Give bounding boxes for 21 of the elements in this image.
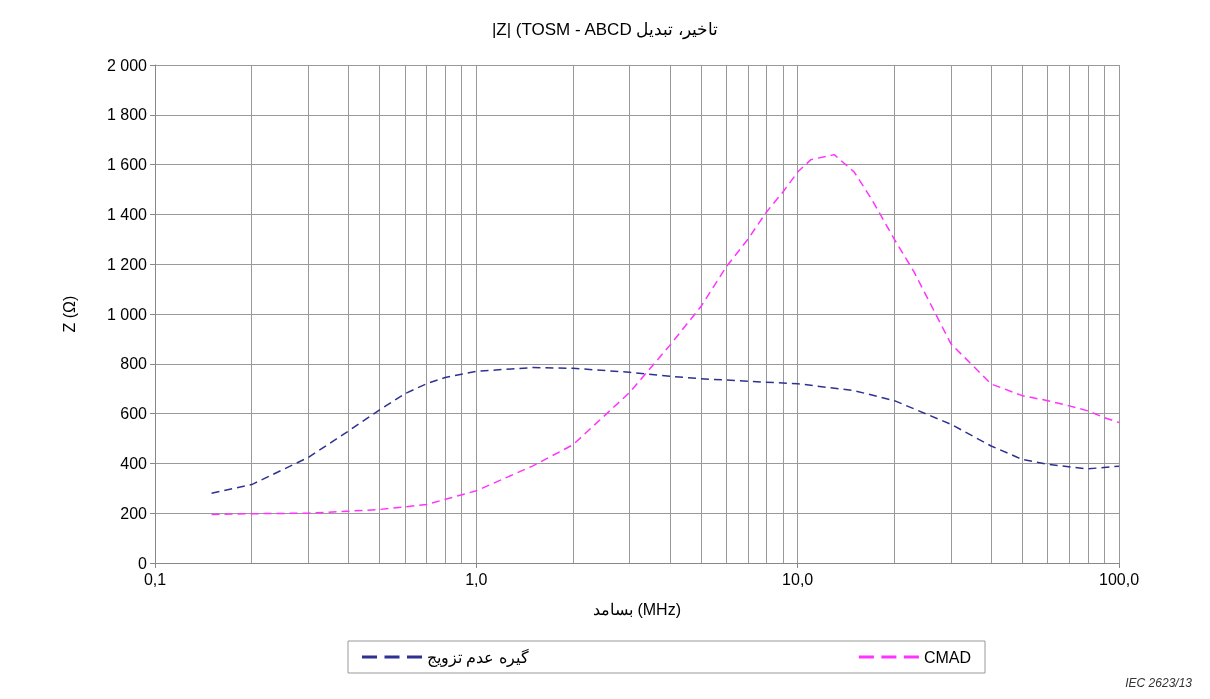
text: IEC 2623/13	[1125, 676, 1193, 690]
x-tick-label: 100,0	[1098, 570, 1140, 588]
y-tick-label: 2 000	[106, 56, 148, 74]
x-tick-label: 0,1	[143, 570, 167, 588]
y-tick-label: 1 400	[106, 205, 148, 223]
y-tick-label: 1 600	[106, 156, 148, 174]
y-tick-label: 1 000	[106, 305, 148, 323]
chart-title: |Z| (TOSM - ABCD تاخیر، تبدیل	[491, 20, 719, 40]
y-tick-label: 1 200	[106, 255, 148, 273]
y-tick-label: 400	[120, 454, 148, 472]
x-axis-title: بسامد (MHz)	[593, 600, 681, 618]
y-tick-label: 600	[120, 405, 148, 423]
legend-label: گیره عدم تزویج	[427, 647, 529, 667]
y-tick-label: 800	[120, 355, 148, 373]
legend-label: CMAD	[923, 648, 971, 666]
x-tick-label: 1,0	[465, 570, 488, 588]
y-tick-label: 200	[120, 504, 148, 522]
y-axis-title: Z (Ω)	[60, 295, 78, 333]
y-tick-label: 1 800	[106, 106, 148, 124]
y-tick-label: 0	[138, 554, 148, 572]
x-tick-label: 10,0	[782, 570, 814, 588]
